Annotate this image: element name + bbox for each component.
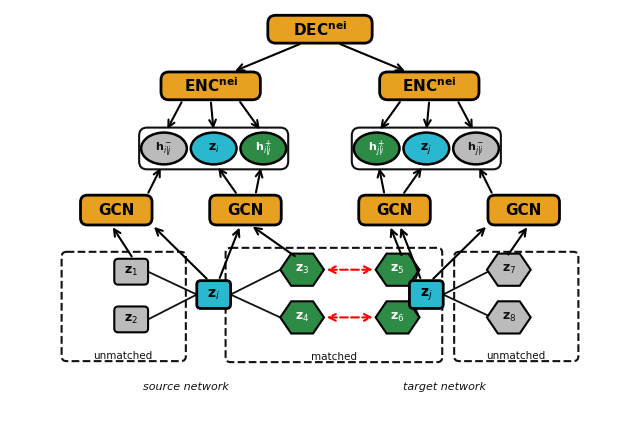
Polygon shape — [280, 254, 324, 286]
Text: $\mathbf{h}^+_{j|i}$: $\mathbf{h}^+_{j|i}$ — [368, 138, 385, 158]
FancyBboxPatch shape — [380, 72, 479, 100]
Text: GCN: GCN — [376, 202, 413, 218]
FancyBboxPatch shape — [161, 72, 260, 100]
Text: ENC$^{\mathbf{nei}}$: ENC$^{\mathbf{nei}}$ — [403, 77, 456, 95]
Text: $\mathbf{z}_8$: $\mathbf{z}_8$ — [502, 311, 516, 324]
Text: $\mathbf{h}^-_{j|i}$: $\mathbf{h}^-_{j|i}$ — [467, 140, 484, 157]
FancyBboxPatch shape — [454, 252, 579, 361]
FancyBboxPatch shape — [139, 128, 288, 170]
Text: GCN: GCN — [506, 202, 542, 218]
Text: $\mathbf{h}^+_{i|j}$: $\mathbf{h}^+_{i|j}$ — [255, 138, 272, 158]
Ellipse shape — [141, 133, 187, 164]
FancyBboxPatch shape — [61, 252, 186, 361]
FancyBboxPatch shape — [210, 195, 281, 225]
FancyBboxPatch shape — [352, 128, 501, 170]
FancyBboxPatch shape — [359, 195, 430, 225]
Polygon shape — [487, 254, 531, 286]
Text: GCN: GCN — [227, 202, 264, 218]
FancyBboxPatch shape — [488, 195, 559, 225]
FancyBboxPatch shape — [81, 195, 152, 225]
Text: matched: matched — [311, 352, 357, 362]
Text: $\mathbf{z}_j$: $\mathbf{z}_j$ — [420, 141, 432, 156]
FancyBboxPatch shape — [115, 259, 148, 285]
Text: target network: target network — [403, 382, 486, 392]
Text: $\mathbf{z}_3$: $\mathbf{z}_3$ — [295, 263, 309, 276]
Ellipse shape — [403, 133, 449, 164]
Polygon shape — [376, 254, 419, 286]
FancyBboxPatch shape — [268, 15, 372, 43]
Text: unmatched: unmatched — [93, 351, 153, 361]
FancyBboxPatch shape — [196, 281, 230, 308]
Text: source network: source network — [143, 382, 228, 392]
Polygon shape — [376, 301, 419, 333]
Text: GCN: GCN — [98, 202, 134, 218]
Text: DEC$^{\mathbf{nei}}$: DEC$^{\mathbf{nei}}$ — [293, 20, 347, 39]
Text: $\mathbf{z}_7$: $\mathbf{z}_7$ — [502, 263, 516, 276]
Text: $\mathbf{z}_2$: $\mathbf{z}_2$ — [124, 313, 138, 326]
Polygon shape — [487, 301, 531, 333]
Ellipse shape — [191, 133, 237, 164]
Polygon shape — [280, 301, 324, 333]
Text: $\mathbf{z}_4$: $\mathbf{z}_4$ — [295, 311, 309, 324]
Text: $\mathbf{z}_j$: $\mathbf{z}_j$ — [420, 287, 433, 303]
Ellipse shape — [354, 133, 399, 164]
Text: $\mathbf{z}_5$: $\mathbf{z}_5$ — [390, 263, 404, 276]
Text: $\mathbf{z}_i$: $\mathbf{z}_i$ — [208, 142, 220, 155]
FancyBboxPatch shape — [115, 307, 148, 332]
FancyBboxPatch shape — [410, 281, 444, 308]
Text: ENC$^{\mathbf{nei}}$: ENC$^{\mathbf{nei}}$ — [184, 77, 237, 95]
Ellipse shape — [241, 133, 286, 164]
Text: $\mathbf{z}_6$: $\mathbf{z}_6$ — [390, 311, 404, 324]
Text: $\mathbf{z}_i$: $\mathbf{z}_i$ — [207, 287, 220, 302]
Text: unmatched: unmatched — [486, 351, 545, 361]
FancyBboxPatch shape — [225, 248, 442, 362]
Ellipse shape — [453, 133, 499, 164]
Text: $\mathbf{h}^-_{i|j}$: $\mathbf{h}^-_{i|j}$ — [156, 140, 173, 157]
Text: $\mathbf{z}_1$: $\mathbf{z}_1$ — [124, 265, 138, 278]
